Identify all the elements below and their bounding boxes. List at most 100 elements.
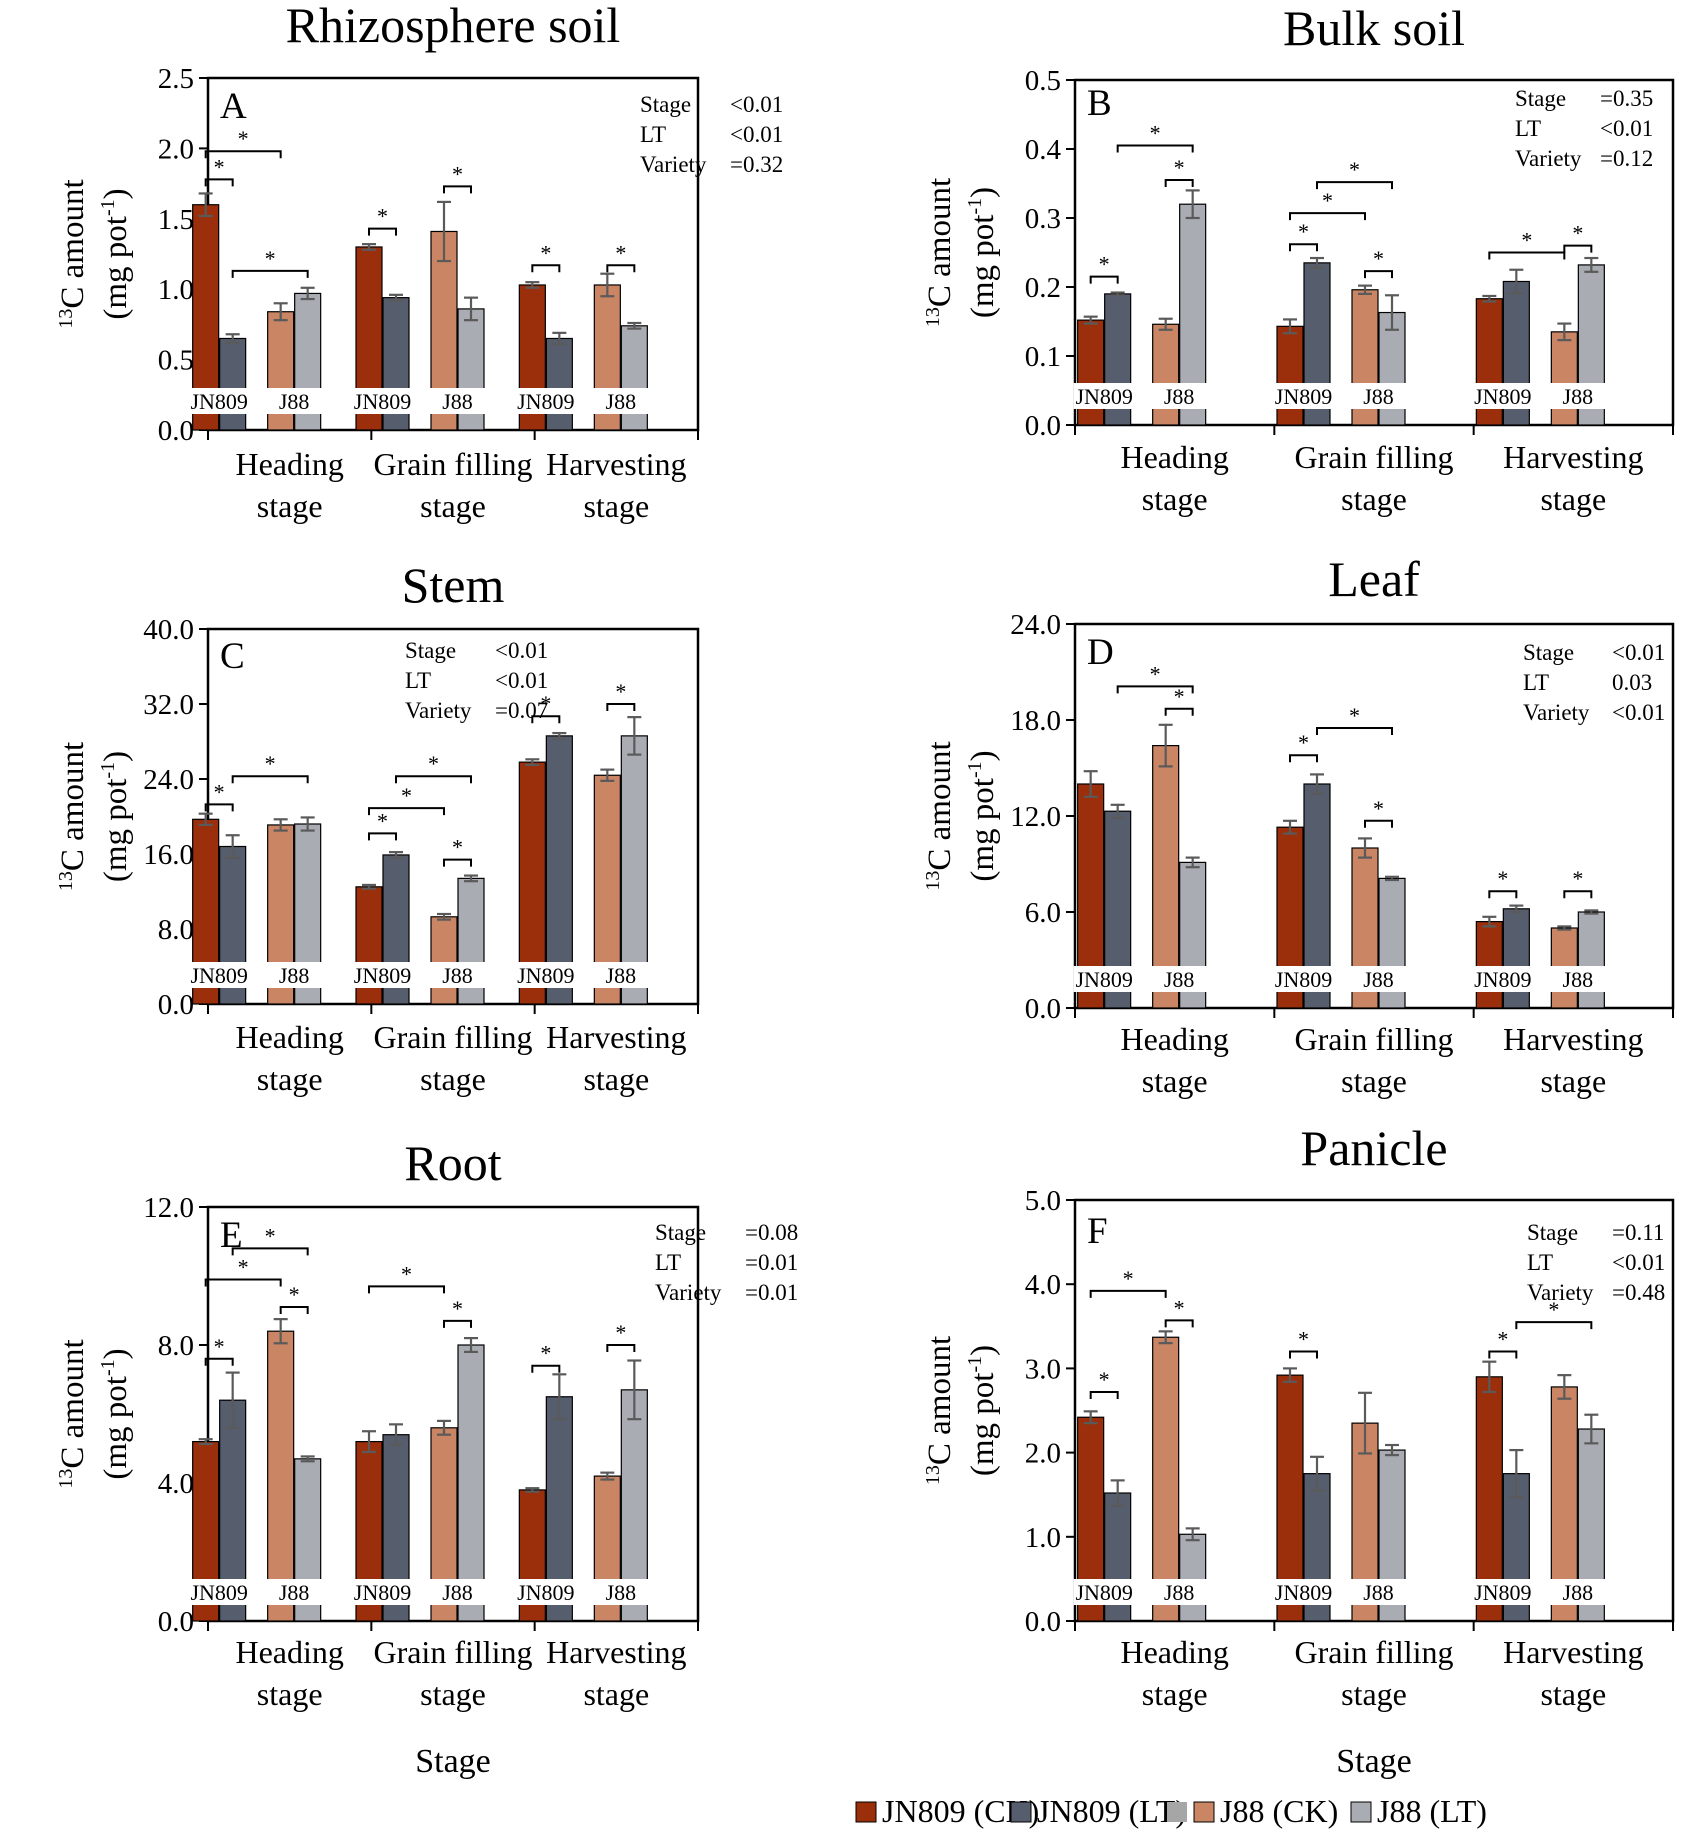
y-tick-label: 8.0 bbox=[158, 914, 194, 946]
x-category-label: stage bbox=[1540, 1676, 1606, 1712]
bar bbox=[545, 735, 573, 1005]
y-label-main: C amount bbox=[55, 179, 91, 308]
panel-title: Bulk soil bbox=[1283, 0, 1465, 56]
variety-label-bg bbox=[1073, 966, 1135, 992]
significance-star: * bbox=[289, 1282, 300, 1307]
legend-label: J88 (CK) bbox=[1220, 1793, 1338, 1829]
y-tick-label: 0.0 bbox=[1025, 1606, 1061, 1638]
significance-bracket bbox=[1164, 179, 1194, 188]
variety-label-bg bbox=[515, 388, 577, 414]
variety-label: JN809 bbox=[190, 1580, 247, 1605]
x-category-label: stage bbox=[257, 488, 323, 524]
x-category-label: Heading bbox=[1120, 1021, 1228, 1057]
x-axis-title: Stage bbox=[1336, 1743, 1412, 1780]
bar bbox=[1152, 323, 1180, 426]
variety-label: J88 bbox=[279, 389, 310, 414]
x-category-label: stage bbox=[1540, 1063, 1606, 1099]
stat-label: LT bbox=[1527, 1250, 1553, 1275]
variety-label-bg bbox=[1547, 966, 1609, 992]
y-label-main: C amount bbox=[922, 178, 958, 307]
x-category-label: Heading bbox=[235, 446, 343, 482]
significance-bracket bbox=[231, 1247, 309, 1256]
y-tick-label: 0.1 bbox=[1025, 341, 1061, 373]
significance-bracket bbox=[204, 178, 234, 187]
panel-title: Leaf bbox=[1328, 551, 1420, 607]
y-tick-label: 4.0 bbox=[1025, 1269, 1061, 1301]
panel-d: 0.0 6.0 12.0 18.0 24.0 Leaf D 13C amount (mg pot… bbox=[922, 551, 1675, 1099]
panel-letter: E bbox=[220, 1215, 243, 1256]
panel-letter: B bbox=[1087, 83, 1112, 124]
variety-label: JN809 bbox=[190, 389, 247, 414]
significance-bracket bbox=[443, 1319, 472, 1328]
y-axis-unit: (mg pot-1) bbox=[97, 751, 134, 882]
panel-letter: D bbox=[1087, 632, 1114, 673]
variety-label: JN809 bbox=[354, 963, 411, 988]
legend: JN809 (CK)JN809 (LT) J88 (CK) J88 (LT) bbox=[855, 1793, 1487, 1829]
significance-star: * bbox=[1349, 703, 1360, 728]
y-label-isotope: 13 bbox=[55, 309, 77, 329]
variety-label-bg bbox=[1148, 966, 1210, 992]
y-unit-close: ) bbox=[98, 751, 134, 762]
significance-star: * bbox=[1298, 1327, 1309, 1352]
significance-star: * bbox=[1174, 1295, 1185, 1320]
x-category-label: Heading bbox=[1120, 439, 1228, 475]
y-axis-unit: (mg pot-1) bbox=[964, 187, 1001, 318]
y-tick-label: 18.0 bbox=[1010, 705, 1061, 737]
bar bbox=[1550, 331, 1578, 426]
significance-bracket bbox=[531, 264, 561, 273]
significance-bracket bbox=[531, 1364, 561, 1373]
y-tick-label: 12.0 bbox=[143, 1192, 194, 1224]
variety-label-bg bbox=[1472, 966, 1534, 992]
y-axis-unit: (mg pot-1) bbox=[964, 1345, 1001, 1476]
variety-label: J88 bbox=[1164, 967, 1195, 992]
variety-label-bg bbox=[352, 388, 413, 414]
x-category-label: stage bbox=[1142, 1676, 1208, 1712]
significance-star: * bbox=[1548, 1297, 1559, 1322]
variety-label-bg bbox=[1348, 966, 1409, 992]
significance-bracket bbox=[1488, 1350, 1518, 1359]
variety-label-bg bbox=[1273, 1579, 1334, 1605]
significance-bracket bbox=[204, 1357, 234, 1366]
variety-label-bg bbox=[1148, 1579, 1210, 1605]
variety-label: J88 bbox=[1563, 384, 1594, 409]
significance-bracket bbox=[231, 775, 309, 784]
bar bbox=[430, 916, 458, 1005]
variety-label-bg bbox=[427, 962, 488, 988]
significance-bracket bbox=[1089, 275, 1119, 284]
stat-label: LT bbox=[655, 1250, 681, 1275]
y-label-isotope: 13 bbox=[922, 871, 944, 891]
panel-letter: F bbox=[1087, 1211, 1108, 1252]
significance-bracket bbox=[368, 832, 397, 841]
stat-value: =0.07 bbox=[495, 698, 548, 723]
significance-star: * bbox=[452, 1296, 463, 1321]
x-category-label: Harvesting bbox=[1503, 1634, 1643, 1670]
significance-bracket bbox=[443, 858, 472, 867]
stat-label: LT bbox=[405, 668, 431, 693]
variety-label-bg bbox=[263, 1579, 325, 1605]
significance-star: * bbox=[1572, 866, 1583, 891]
x-category-label: Harvesting bbox=[1503, 1021, 1643, 1057]
bar bbox=[620, 735, 648, 1005]
y-unit-close: ) bbox=[98, 188, 134, 199]
significance-star: * bbox=[428, 751, 439, 776]
y-unit-exponent: -1 bbox=[97, 199, 119, 216]
bar bbox=[1276, 325, 1304, 426]
y-tick-label: 40.0 bbox=[143, 614, 194, 646]
panel-title: Root bbox=[404, 1135, 501, 1191]
variety-label-bg bbox=[1547, 1579, 1609, 1605]
significance-star: * bbox=[265, 751, 276, 776]
y-unit-exponent: -1 bbox=[97, 1359, 119, 1376]
significance-star: * bbox=[1150, 661, 1161, 686]
stat-label: LT bbox=[640, 122, 666, 147]
variety-label: JN809 bbox=[354, 1580, 411, 1605]
significance-star: * bbox=[238, 1254, 249, 1279]
significance-bracket bbox=[1089, 1289, 1167, 1298]
variety-label: J88 bbox=[1363, 1580, 1394, 1605]
significance-star: * bbox=[540, 691, 551, 716]
y-label-main: C amount bbox=[55, 742, 91, 871]
y-tick-label: 2.5 bbox=[158, 63, 194, 95]
panel-title: Stem bbox=[402, 557, 505, 613]
significance-star: * bbox=[1123, 1266, 1134, 1291]
variety-label: JN809 bbox=[1075, 384, 1132, 409]
